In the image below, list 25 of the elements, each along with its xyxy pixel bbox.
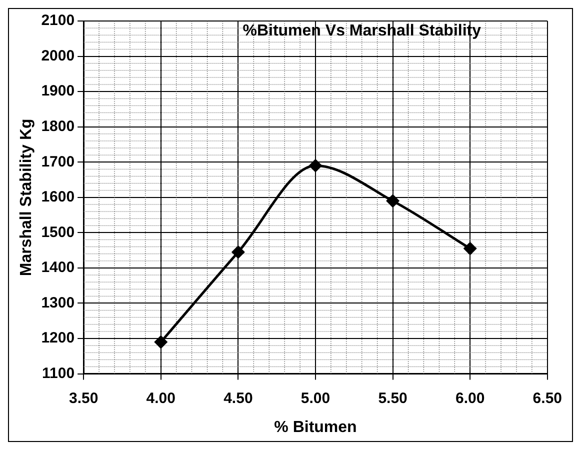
y-tick-label: 1400 [41, 259, 75, 276]
y-tick-label: 1700 [41, 153, 75, 170]
x-tick-label: 3.50 [68, 390, 98, 407]
y-tick-label: 1800 [41, 118, 75, 135]
y-axis-title: Marshall Stability Kg [18, 118, 36, 276]
y-tick-label: 1900 [41, 82, 75, 100]
x-tick-label: 4.50 [224, 390, 253, 407]
y-tick-label: 1500 [41, 224, 75, 241]
y-tick-label: 1300 [41, 294, 75, 312]
y-tick-label: 1600 [41, 188, 75, 206]
y-tick-label: 1100 [42, 364, 75, 382]
point [386, 194, 400, 208]
point [309, 159, 322, 172]
x-tick-label: 6.00 [455, 390, 485, 407]
x-tick-label: 5.50 [378, 390, 408, 407]
y-tick-label: 1200 [41, 330, 75, 347]
x-tick-label: 4.00 [146, 390, 176, 407]
point [464, 242, 476, 255]
point [232, 246, 244, 258]
y-tick-label: 2000 [41, 47, 75, 64]
y-tick-label: 2100 [41, 12, 75, 30]
x-axis-title: % Bitumen [274, 418, 357, 436]
point [154, 336, 168, 348]
x-tick-label: 5.00 [300, 390, 330, 407]
x-tick-label: 6.50 [532, 390, 562, 407]
